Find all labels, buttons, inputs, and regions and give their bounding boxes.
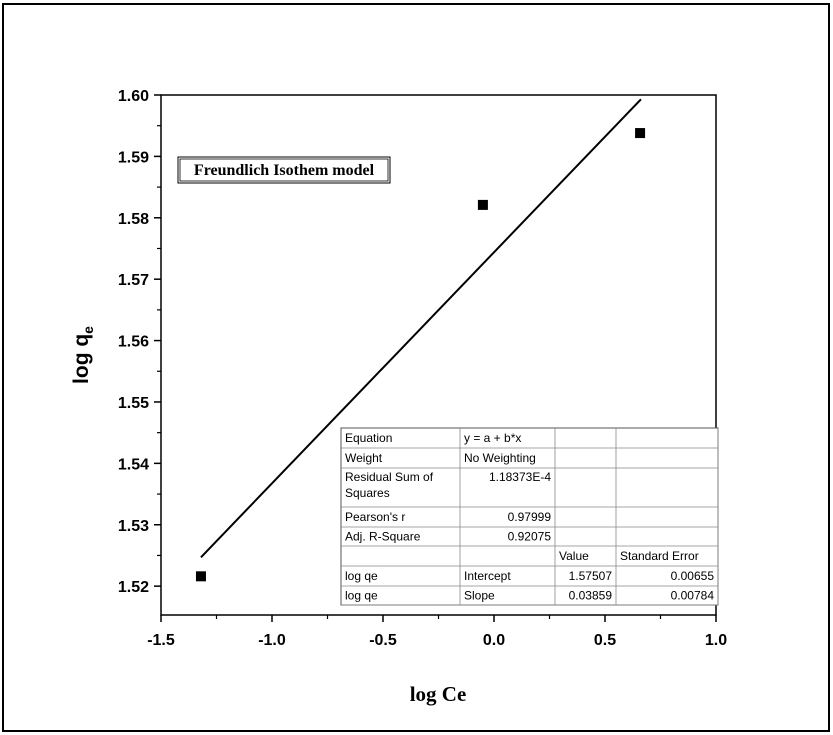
title-box bbox=[177, 156, 391, 184]
y-axis-title: log qe bbox=[70, 326, 96, 384]
table-cell: log qe bbox=[345, 569, 378, 583]
table-cell: Slope bbox=[464, 589, 495, 603]
y-tick-label: 1.56 bbox=[118, 334, 149, 351]
x-tick-label: 0.0 bbox=[483, 632, 505, 649]
data-point bbox=[635, 128, 646, 139]
data-point bbox=[477, 199, 488, 210]
table-cell: 0.03859 bbox=[569, 589, 613, 603]
table-cell: Pearson's r bbox=[345, 510, 405, 524]
x-axis-title: log Ce bbox=[410, 682, 467, 706]
data-point bbox=[195, 571, 206, 582]
fit-line bbox=[200, 98, 642, 558]
y-tick-label: 1.58 bbox=[118, 211, 149, 228]
table-bg bbox=[340, 427, 719, 606]
table-cell: 0.00655 bbox=[671, 569, 715, 583]
y-tick-label: 1.52 bbox=[118, 579, 149, 596]
table-cell: 1.57507 bbox=[569, 569, 613, 583]
table-cell: 0.92075 bbox=[508, 530, 552, 544]
y-tick-label: 1.57 bbox=[118, 272, 149, 289]
x-tick-label: -0.5 bbox=[369, 632, 397, 649]
x-tick-label: -1.0 bbox=[258, 632, 286, 649]
table-cell: 1.18373E-4 bbox=[489, 470, 551, 484]
table-cell: Adj. R-Square bbox=[345, 530, 421, 544]
frame bbox=[2, 3, 830, 732]
chart-title: Freundlich Isothem model bbox=[194, 162, 375, 179]
y-axis-title-main: log q bbox=[70, 334, 93, 384]
y-tick-label: 1.55 bbox=[118, 395, 149, 412]
table-cell: 0.97999 bbox=[508, 510, 552, 524]
y-tick-label: 1.60 bbox=[118, 88, 149, 105]
title-box-inner bbox=[179, 158, 389, 182]
x-tick-label: 0.5 bbox=[594, 632, 616, 649]
x-tick-label: 1.0 bbox=[705, 632, 727, 649]
table-cell: No Weighting bbox=[464, 451, 536, 465]
y-axis-title-sub: e bbox=[80, 326, 96, 334]
table-cell: Equation bbox=[345, 431, 392, 445]
y-tick-label: 1.59 bbox=[118, 149, 149, 166]
table-cell: Value bbox=[559, 549, 589, 563]
table-cell: Standard Error bbox=[620, 549, 699, 563]
table-cell: Weight bbox=[345, 451, 383, 465]
table-cell: log qe bbox=[345, 589, 378, 603]
table-cell: 0.00784 bbox=[671, 589, 715, 603]
table-cell: Intercept bbox=[464, 569, 511, 583]
x-tick-label: -1.5 bbox=[147, 632, 175, 649]
y-tick-label: 1.54 bbox=[118, 456, 149, 473]
table-cell: Residual Sum of Squares bbox=[345, 470, 434, 500]
y-tick-label: 1.53 bbox=[118, 518, 149, 535]
table-cell: y = a + b*x bbox=[464, 431, 521, 445]
